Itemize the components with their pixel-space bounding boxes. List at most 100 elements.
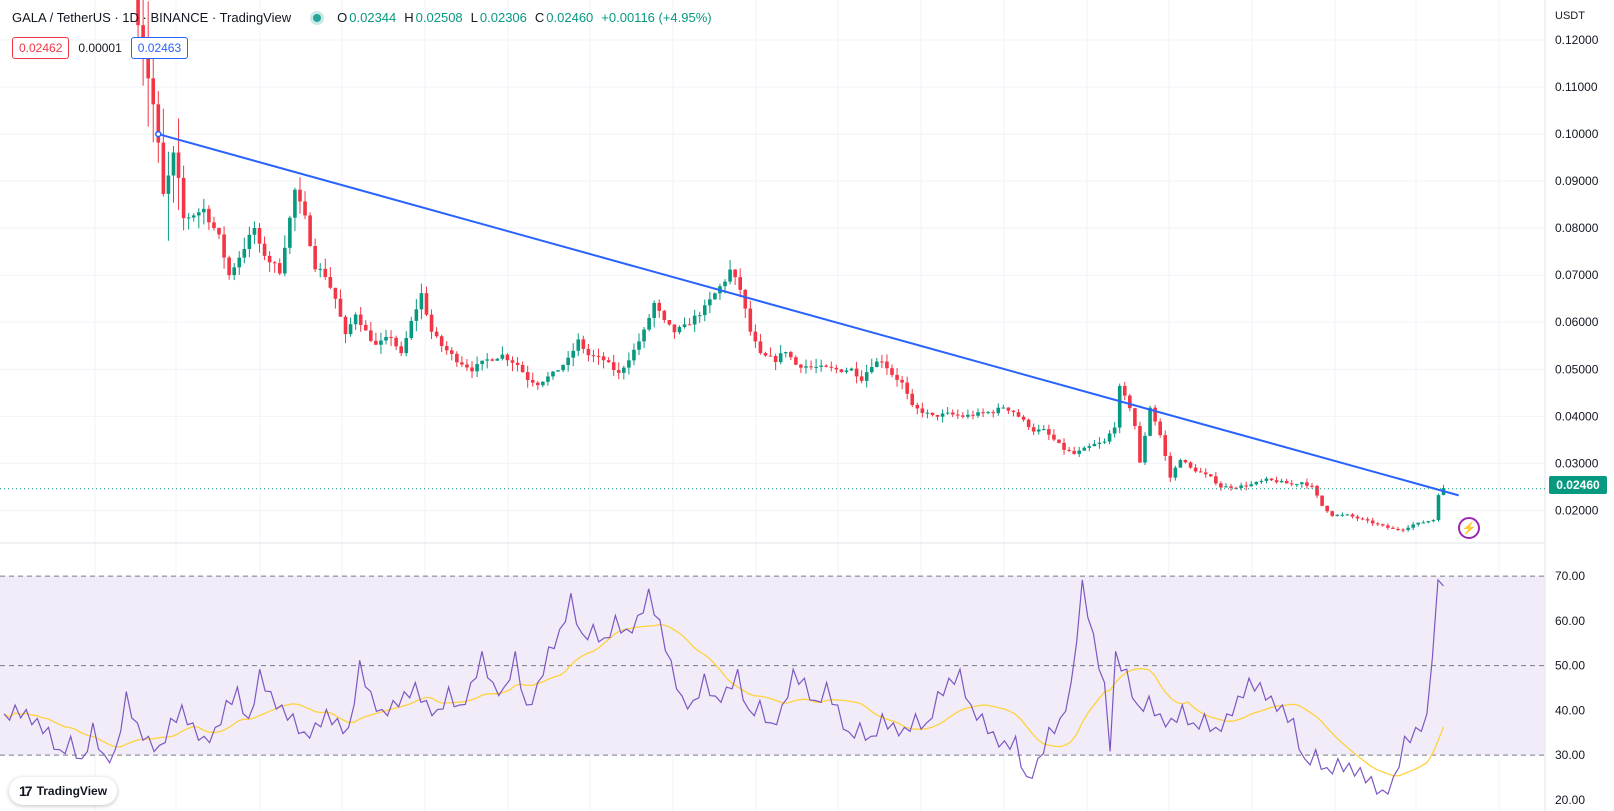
- candle-body: [702, 305, 707, 316]
- candle-body: [834, 367, 839, 370]
- candle-body: [1305, 482, 1309, 486]
- high-value: 0.02508: [415, 10, 463, 25]
- currency-label: USDT: [1555, 10, 1585, 22]
- candle-body: [207, 208, 211, 223]
- candle-body: [945, 412, 950, 414]
- candle-body: [1284, 480, 1289, 484]
- price-tick-label: 0.09000: [1555, 174, 1599, 188]
- candle-body: [971, 414, 975, 416]
- candle-body: [1158, 421, 1162, 436]
- candle-body: [1067, 449, 1071, 451]
- candle-body: [414, 309, 419, 321]
- candle-body: [1386, 525, 1390, 528]
- candle-body: [166, 175, 171, 194]
- candle-body: [935, 415, 940, 417]
- tradingview-logo-icon: 17: [19, 783, 33, 799]
- candle-body: [541, 381, 545, 386]
- candle-body: [763, 353, 768, 356]
- candle-body: [1178, 460, 1183, 468]
- candle-body: [1107, 433, 1112, 442]
- rsi-tick-label: 50.00: [1555, 659, 1585, 673]
- candle-body: [505, 354, 510, 361]
- candle-body: [262, 243, 267, 256]
- trendline[interactable]: [155, 130, 1459, 497]
- candle-body: [212, 222, 216, 229]
- candle-body: [1133, 408, 1137, 426]
- candle-body: [723, 281, 727, 287]
- sell-button[interactable]: 0.02462: [12, 37, 70, 59]
- candle-body: [1006, 407, 1011, 411]
- candle-body: [1300, 482, 1304, 485]
- candle-body: [799, 364, 803, 368]
- candle-body: [222, 234, 226, 258]
- candle-body: [890, 368, 894, 375]
- candle-body: [991, 412, 995, 414]
- candle-body: [1224, 486, 1228, 488]
- candle-body: [293, 189, 297, 218]
- tradingview-brand[interactable]: 17 TradingView: [9, 777, 118, 805]
- price-tick-label: 0.10000: [1555, 127, 1599, 141]
- candle-body: [267, 255, 272, 263]
- candle-body: [1269, 478, 1274, 481]
- candle-body: [520, 364, 525, 373]
- candle-body: [1087, 446, 1092, 448]
- candle-body: [202, 208, 206, 213]
- candle-body: [1062, 442, 1066, 450]
- symbol-title[interactable]: GALA / TetherUS · 1D · BINANCE · Trading…: [12, 10, 292, 25]
- order-panel: 0.02462 0.00001 0.02463: [12, 37, 189, 59]
- rsi-tick-label: 60.00: [1555, 614, 1585, 628]
- candle-body: [1350, 514, 1355, 517]
- buy-button[interactable]: 0.02463: [130, 37, 189, 59]
- candle-body: [303, 201, 307, 216]
- candle-body: [358, 314, 363, 325]
- candle-body: [657, 302, 662, 311]
- candle-body: [864, 372, 869, 381]
- rsi-band: [0, 575, 1545, 756]
- rsi-ma-line: [3, 623, 1445, 777]
- candle-body: [374, 340, 378, 345]
- brand-label: TradingView: [36, 784, 108, 798]
- price-axis[interactable]: USDT 0.02000 0.03000 0.04000 0.05000 0.06000 0…: [1555, 10, 1599, 517]
- candle-body: [895, 374, 899, 380]
- candle-body: [1031, 427, 1036, 432]
- candle-body: [1128, 395, 1132, 409]
- candle-body: [925, 412, 930, 414]
- candle-body: [1360, 518, 1365, 520]
- candle-body: [1016, 412, 1021, 417]
- candle-body: [161, 142, 166, 194]
- candle-body: [146, 49, 150, 79]
- candle-body: [783, 352, 788, 354]
- candle-body: [475, 364, 479, 372]
- market-status-icon[interactable]: [313, 13, 322, 22]
- candle-body: [1391, 527, 1395, 529]
- candle-body: [369, 330, 373, 341]
- lightning-icon[interactable]: ⚡: [1458, 517, 1480, 539]
- candle-body: [298, 189, 302, 202]
- candle-body: [1122, 385, 1127, 396]
- candle-body: [1082, 447, 1087, 451]
- rsi-axis[interactable]: 20.00 30.00 40.00 50.00 60.00 70.00: [1555, 569, 1585, 807]
- candle-body: [348, 324, 353, 335]
- candle-body: [1274, 480, 1279, 483]
- candle-body: [485, 359, 489, 361]
- candle-body: [794, 357, 798, 365]
- candle-body: [1153, 407, 1157, 422]
- candle-body: [1401, 529, 1405, 531]
- close-label: C: [534, 10, 545, 25]
- candle-body: [363, 324, 368, 331]
- candle-body: [814, 366, 818, 368]
- candle-body: [1193, 467, 1198, 472]
- candle-body: [399, 346, 403, 354]
- price-tick-label: 0.06000: [1555, 315, 1599, 329]
- candle-body: [875, 361, 879, 368]
- candle-body: [829, 366, 834, 368]
- candle-body: [915, 404, 920, 409]
- candle-body: [859, 376, 864, 381]
- candle-body: [257, 228, 262, 244]
- candle-body: [778, 353, 783, 363]
- candle-body: [1047, 429, 1051, 435]
- candle-body: [546, 376, 550, 382]
- candle-body: [844, 370, 849, 373]
